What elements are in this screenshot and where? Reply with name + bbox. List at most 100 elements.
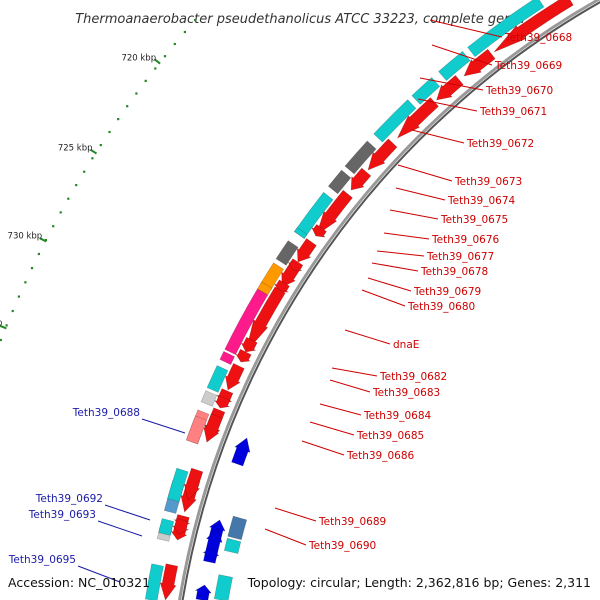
gene-label: Teth39_0676 <box>431 234 500 246</box>
reverse-gene-label: Teth39_0695 <box>8 554 76 566</box>
gene-leader-line <box>419 77 484 91</box>
ruler-dot <box>194 19 197 22</box>
gene-leader-line <box>376 250 425 257</box>
gene-leader-line <box>397 164 453 182</box>
gene-cog-band <box>224 288 269 356</box>
ruler-dot <box>154 67 157 70</box>
genome-backbone <box>178 0 600 600</box>
gene-label: Teth39_0677 <box>426 251 494 263</box>
gene-label: Teth39_0683 <box>372 387 440 399</box>
ruler-dot <box>173 42 176 46</box>
gene-label: Teth39_0669 <box>494 60 562 72</box>
gene-cog-band <box>200 390 218 407</box>
reverse-gene-leader-line <box>141 418 186 434</box>
gene-leader-line <box>371 262 419 272</box>
gene-label: Teth39_0684 <box>363 410 432 422</box>
gene-label: dnaE <box>393 339 419 351</box>
ruler-dot <box>24 281 27 284</box>
gene-leader-line <box>367 277 412 292</box>
reverse-gene-label: Teth39_0693 <box>28 509 96 521</box>
ruler-dot <box>59 211 62 214</box>
gene-cds <box>297 238 317 263</box>
gene-label: Teth39_0679 <box>413 286 481 298</box>
gene-label: Teth39_0674 <box>447 195 516 207</box>
gene-leader-line <box>344 329 391 345</box>
gene-leader-line <box>411 129 465 144</box>
gene-leader-line <box>319 403 362 416</box>
gene-cog-band <box>344 140 377 175</box>
gene-label: Teth39_0682 <box>379 371 447 383</box>
ruler-tick <box>90 148 98 155</box>
gene-leader-line <box>309 421 355 436</box>
reverse-gene-cds <box>231 437 251 467</box>
ruler-label: 735 kbp <box>0 318 2 328</box>
ruler-dot <box>37 252 40 256</box>
ruler-dot <box>67 197 70 200</box>
reverse-gene-label: Teth39_0692 <box>35 493 103 505</box>
gene-cds <box>235 348 252 363</box>
gene-cds <box>436 75 464 101</box>
gene-cog-band <box>185 415 207 445</box>
reverse-gene-leader-line <box>97 520 143 537</box>
ruler-dot <box>75 184 78 187</box>
gene-cds <box>171 518 190 535</box>
ruler-dot <box>0 338 2 342</box>
reverse-gene-cog-band <box>223 537 242 554</box>
reverse-gene-cds <box>194 584 212 600</box>
ruler-dot <box>163 55 167 58</box>
gene-leader-line <box>417 98 478 112</box>
gene-cds <box>315 189 353 236</box>
ruler-dot <box>44 239 47 242</box>
reverse-gene-leader-line <box>104 504 151 521</box>
gene-arrowhead <box>213 395 231 409</box>
gene-cds <box>159 563 179 600</box>
ruler-dot <box>99 144 102 147</box>
accession-text: Accession: NC_010321 <box>8 575 150 590</box>
gene-label: Teth39_0668 <box>504 32 572 44</box>
gene-label: Teth39_0671 <box>479 106 547 118</box>
gene-cog-band <box>275 240 299 266</box>
gene-label: Teth39_0673 <box>454 176 522 188</box>
gene-cds <box>225 363 245 391</box>
ruler-dot <box>117 118 120 121</box>
gene-cog-band <box>373 99 417 143</box>
gene-cds <box>367 138 398 171</box>
ruler-dot <box>108 130 111 134</box>
gene-cds <box>245 286 286 353</box>
ruler-tick <box>39 237 47 243</box>
reverse-gene-cds <box>202 547 220 564</box>
ruler-dot <box>30 267 34 270</box>
gene-label: Teth39_0686 <box>346 450 415 462</box>
gene-cog-band <box>167 467 189 503</box>
ruler-dot <box>91 157 94 160</box>
gene-leader-line <box>331 367 378 377</box>
ruler-tick <box>0 324 7 330</box>
reverse-gene-cog-band <box>227 515 248 541</box>
gene-leader-line <box>429 19 503 38</box>
gene-cog-band <box>467 0 545 58</box>
ruler-dot <box>83 170 86 173</box>
gene-cds <box>396 97 439 139</box>
ruler-label: 725 kbp <box>58 144 93 154</box>
gene-cds <box>350 167 372 191</box>
gene-cog-band <box>293 227 308 239</box>
ruler-dot <box>126 105 129 108</box>
gene-arrowhead <box>240 336 258 353</box>
gene-leader-line <box>383 232 430 240</box>
gene-leader-line <box>274 507 317 522</box>
gene-track <box>144 0 574 600</box>
gene-label: Teth39_0670 <box>485 85 553 97</box>
gene-leader-line <box>329 379 371 393</box>
gene-leader-line <box>389 209 439 220</box>
gene-cog-band <box>327 169 352 195</box>
gene-cog-band <box>144 563 164 600</box>
ruler-dot <box>17 295 20 298</box>
ruler-label: 720 kbp <box>121 54 156 64</box>
gene-cds <box>183 467 204 501</box>
gene-cds <box>463 48 496 77</box>
backbone-inner <box>181 1 600 600</box>
gene-label: Teth39_0680 <box>407 301 475 313</box>
gene-arrowhead <box>288 258 304 272</box>
gene-label: Teth39_0672 <box>466 138 534 150</box>
